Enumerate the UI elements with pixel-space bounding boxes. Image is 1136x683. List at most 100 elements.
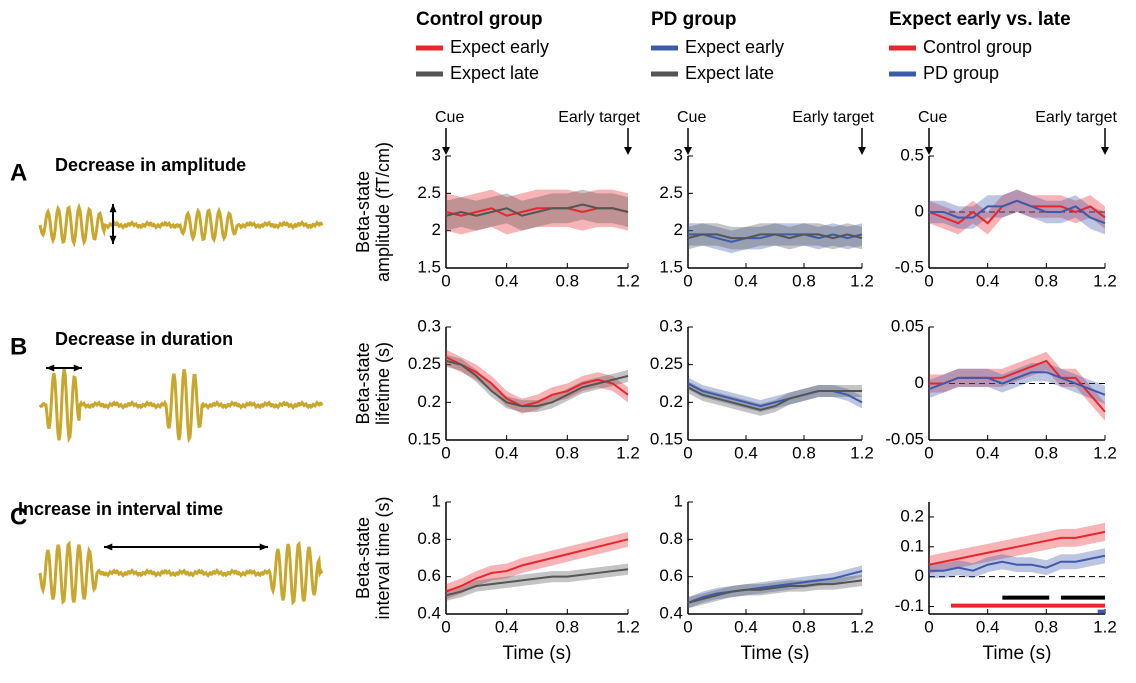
- x-tick-label: 1.2: [1093, 617, 1117, 636]
- legend-title: PD group: [651, 9, 737, 30]
- arrow-head: [925, 147, 933, 155]
- y-axis-label: lifetime (s): [373, 342, 393, 425]
- series-line: [445, 203, 629, 217]
- legend-label: Expect early: [450, 37, 549, 57]
- error-band: [688, 223, 862, 250]
- x-tick-label: 1.2: [616, 617, 640, 636]
- y-axis-label: interval time (s): [373, 496, 393, 619]
- x-axis-label: Time (s): [983, 643, 1052, 664]
- annotation: Early target: [558, 109, 640, 126]
- panel-title: Increase in interval time: [18, 499, 223, 519]
- arrow-head: [73, 364, 82, 372]
- error-band: [688, 377, 862, 413]
- x-tick-label: 0.8: [1035, 271, 1059, 290]
- error-band: [446, 189, 628, 231]
- y-tick-label: 0.2: [417, 392, 441, 411]
- x-tick-label: 0.4: [734, 617, 758, 636]
- x-tick-label: 0.8: [792, 271, 816, 290]
- y-tick-label: 0.2: [659, 392, 683, 411]
- x-tick-label: 0.4: [734, 271, 758, 290]
- y-tick-label: 0.4: [659, 603, 683, 622]
- y-tick-label: 0.2: [900, 506, 924, 525]
- x-tick-label: 0.8: [556, 443, 580, 462]
- x-tick-label: 0: [924, 271, 933, 290]
- error-band: [446, 563, 628, 601]
- arrow-head: [1101, 147, 1109, 155]
- x-tick-label: 0.8: [1035, 443, 1059, 462]
- arrow-head: [858, 147, 866, 155]
- y-axis-label: Beta-state: [353, 171, 373, 253]
- schematic-wave: [38, 540, 324, 606]
- y-axis-label: amplitude (fT/cm): [373, 142, 393, 282]
- y-tick-label: 0.5: [900, 145, 924, 164]
- x-tick-label: 1.2: [1093, 271, 1117, 290]
- error-band: [929, 189, 1105, 235]
- x-tick-label: 0: [924, 443, 933, 462]
- x-tick-label: 0.4: [976, 617, 1000, 636]
- y-tick-label: 0.05: [891, 316, 924, 335]
- series-line: [687, 233, 863, 240]
- y-tick-label: -0.5: [895, 257, 924, 276]
- series-line: [445, 359, 629, 408]
- y-tick-label: 0.4: [417, 603, 441, 622]
- x-tick-label: 0: [924, 617, 933, 636]
- y-tick-label: 1.5: [417, 257, 441, 276]
- series-line: [929, 199, 1106, 225]
- arrow-head: [109, 204, 117, 213]
- panel-label: B: [10, 333, 27, 360]
- x-tick-label: 0: [683, 271, 692, 290]
- y-tick-label: 0.8: [417, 529, 441, 548]
- x-tick-label: 0.4: [976, 443, 1000, 462]
- series-line: [687, 579, 863, 604]
- x-tick-label: 0: [441, 271, 450, 290]
- error-band: [688, 223, 862, 254]
- y-tick-label: 0.3: [659, 316, 683, 335]
- annotation: Cue: [918, 109, 947, 126]
- legend-title: Control group: [416, 9, 543, 30]
- x-tick-label: 0: [683, 617, 692, 636]
- x-tick-label: 0.8: [792, 617, 816, 636]
- series-line: [928, 371, 1106, 396]
- y-tick-label: 0.15: [650, 429, 683, 448]
- arrow-head: [109, 235, 117, 244]
- error-band: [929, 363, 1105, 404]
- y-tick-label: 1.5: [659, 257, 683, 276]
- y-tick-label: 0: [915, 373, 924, 392]
- error-band: [929, 522, 1105, 574]
- legend-label: PD group: [923, 63, 999, 83]
- annotation: Cue: [677, 109, 706, 126]
- x-tick-label: 0.8: [556, 617, 580, 636]
- series-line: [928, 530, 1106, 566]
- legend-label: Expect late: [450, 63, 539, 83]
- y-tick-label: 0: [915, 566, 924, 585]
- x-tick-label: 0.4: [734, 443, 758, 462]
- y-tick-label: 0.1: [900, 536, 924, 555]
- y-axis-label: Beta-state: [353, 517, 373, 599]
- x-tick-label: 0: [683, 443, 692, 462]
- error-band: [446, 531, 628, 600]
- arrow-head: [46, 364, 55, 372]
- error-band: [446, 354, 628, 413]
- y-tick-label: 0.25: [408, 354, 441, 373]
- arrow-head: [684, 147, 692, 155]
- y-tick-label: 2: [674, 220, 683, 239]
- x-tick-label: 1.2: [850, 443, 874, 462]
- x-axis-label: Time (s): [741, 643, 810, 664]
- error-band: [929, 351, 1105, 421]
- panel-label: A: [10, 159, 27, 186]
- error-band: [929, 189, 1105, 235]
- y-tick-label: -0.05: [885, 429, 924, 448]
- series-line: [445, 356, 629, 408]
- legend-label: Expect early: [685, 37, 784, 57]
- x-tick-label: 1.2: [850, 617, 874, 636]
- arrow-head: [624, 147, 632, 155]
- x-tick-label: 0.4: [495, 271, 519, 290]
- y-tick-label: 2: [432, 220, 441, 239]
- arrow-head: [259, 543, 268, 551]
- y-axis-label: Beta-state: [353, 342, 373, 424]
- panel-title: Decrease in amplitude: [55, 155, 246, 175]
- panel-label: C: [10, 503, 27, 530]
- x-tick-label: 1.2: [616, 443, 640, 462]
- annotation: Early target: [1035, 109, 1117, 126]
